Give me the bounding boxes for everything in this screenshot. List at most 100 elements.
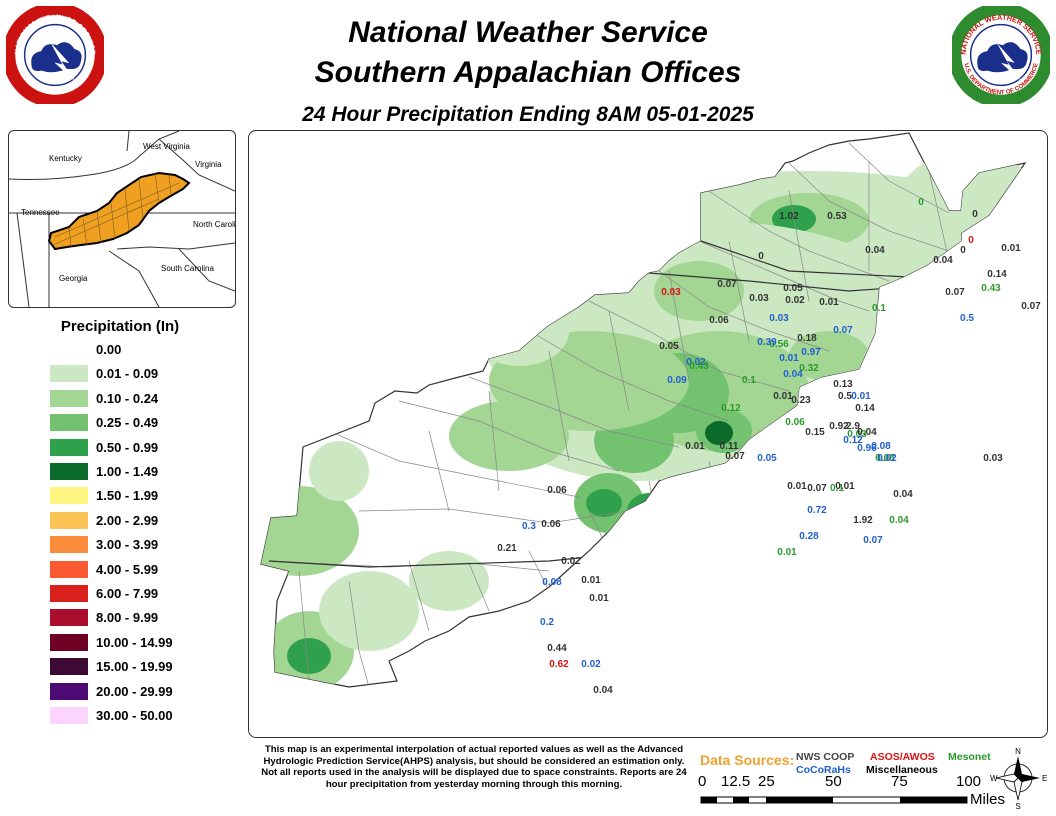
station-value: 0.05 — [783, 283, 803, 294]
map-period-title: 24 Hour Precipitation Ending 8AM 05-01-2… — [302, 103, 754, 126]
legend-label: 20.00 - 29.99 — [96, 683, 173, 699]
station-value: 0.08 — [875, 453, 895, 464]
station-value: 0.14 — [987, 269, 1007, 280]
station-value: 0.13 — [833, 379, 853, 390]
legend-swatch — [50, 438, 88, 456]
station-value: 0.01 — [819, 297, 839, 308]
station-value: 0.2 — [540, 617, 554, 628]
legend-title: Precipitation (In) — [60, 318, 180, 335]
legend-label: 0.10 - 0.24 — [96, 390, 159, 406]
station-value: 0.1 — [872, 303, 886, 314]
station-value: 0.01 — [581, 575, 601, 586]
station-value: 0.06 — [541, 519, 561, 530]
station-value: 0 — [758, 251, 764, 262]
station-value: 0.53 — [827, 211, 847, 222]
station-value: 0.97 — [801, 347, 821, 358]
legend-nws-coop: NWS COOP — [796, 751, 855, 763]
station-value: 0.56 — [769, 339, 789, 350]
data-sources-label: Data Sources: — [700, 752, 795, 768]
station-value: 0.02 — [561, 556, 581, 567]
legend-swatch — [50, 585, 88, 602]
legend-swatch — [50, 658, 88, 676]
station-value: 0.3 — [522, 521, 536, 532]
scale-tick-75: 75 — [891, 773, 908, 790]
scale-tick-12-5: 12.5 — [721, 773, 751, 790]
station-value: 0.01 — [851, 391, 871, 402]
nws-logo-left: NATIONAL WEATHER SERVICE U.S. DEPARTMENT… — [6, 6, 104, 104]
station-value: 0.01 — [779, 353, 799, 364]
station-value: 0 — [968, 235, 974, 246]
station-value: 0.92 — [829, 421, 849, 432]
station-value: 0.01 — [589, 593, 609, 604]
compass-w: W — [990, 774, 998, 783]
legend-swatch — [50, 414, 88, 432]
legend-label: 6.00 - 7.99 — [96, 586, 159, 601]
scale-bar — [700, 796, 968, 804]
station-value: 0.01 — [1001, 243, 1021, 254]
scale-tick-50: 50 — [825, 773, 842, 790]
compass-rose-icon: N S W E — [990, 747, 1047, 810]
cloud-icon — [977, 42, 1028, 73]
station-value: 0.23 — [791, 395, 811, 406]
station-value: 0.07 — [807, 483, 827, 494]
station-value: 0.03 — [847, 429, 867, 440]
legend-swatch — [50, 365, 88, 383]
station-value: 0.18 — [797, 333, 817, 344]
scale-tick-0: 0 — [698, 773, 707, 790]
station-value: 0.03 — [983, 453, 1003, 464]
station-value: 0.04 — [933, 255, 953, 266]
station-value: 0.06 — [547, 485, 567, 496]
inset-label-south-carolina: South Carolina — [161, 264, 214, 273]
legend-label: 15.00 - 19.99 — [96, 659, 173, 675]
scale-tick-100: 100 — [956, 773, 982, 790]
legend-swatch — [50, 389, 88, 407]
legend-label: 10.00 - 14.99 — [96, 634, 173, 650]
station-value: 0.03 — [661, 287, 681, 298]
inset-label-kentucky: Kentucky — [49, 154, 82, 163]
station-value: 0.12 — [843, 435, 863, 446]
station-value: 0.06 — [709, 315, 729, 326]
legend-label: 30.00 - 50.00 — [96, 708, 173, 723]
legend-label: 0.25 - 0.49 — [96, 415, 159, 431]
legend-label: 1.50 - 1.99 — [96, 488, 159, 504]
station-value: 0.07 — [945, 287, 965, 298]
legend-swatch — [50, 609, 88, 627]
station-value: 0.11 — [720, 441, 739, 452]
station-value: 0.02 — [877, 453, 897, 464]
legend-label: 4.00 - 5.99 — [96, 561, 159, 577]
legend-swatch — [50, 511, 88, 529]
station-value: 0.12 — [721, 403, 741, 414]
station-value: 0.01 — [773, 391, 793, 402]
legend-miscellaneous: Miscellaneous — [866, 764, 938, 776]
precipitation-map: 1.02 0.53 0 0 0 0.01 0.04 0 0.04 0 0.14 0.07 0.43 0.0… — [248, 130, 1048, 738]
station-value: 0.04 — [865, 245, 885, 256]
inset-label-virginia: Virginia — [195, 160, 222, 169]
station-value: 0.5 — [960, 313, 974, 324]
legend-swatch — [50, 463, 88, 480]
legend-cocorahs: CoCoRaHs — [796, 764, 851, 776]
station-value: 0.01 — [787, 481, 807, 492]
station-value: 0.03 — [769, 313, 789, 324]
station-value: 0.43 — [981, 283, 1001, 294]
inset-label-north-carolina: North Carolina — [193, 220, 235, 229]
station-value: 0.02 — [581, 659, 601, 670]
inset-locator-map: Kentucky West Virginia Virginia Tennesse… — [8, 130, 236, 308]
disclaimer-text: This map is an experimental interpolatio… — [261, 744, 687, 790]
scale-unit: Miles — [970, 791, 1006, 808]
station-value: 0.04 — [783, 369, 803, 380]
station-value: 0.06 — [785, 417, 805, 428]
station-value: 0.72 — [807, 505, 827, 516]
legend-swatch — [50, 707, 88, 724]
station-value: 1.02 — [779, 211, 799, 222]
station-value: 0 — [918, 197, 924, 208]
compass-n: N — [1015, 747, 1021, 756]
station-value: 0.5 — [838, 391, 852, 402]
legend-mesonet: Mesonet — [948, 751, 991, 763]
station-value: 0.32 — [799, 363, 819, 374]
legend-label: 1.00 - 1.49 — [96, 464, 159, 479]
page-title: National Weather Service — [348, 16, 708, 49]
station-value: 0.28 — [799, 531, 819, 542]
inset-label-tennessee: Tennessee — [21, 208, 60, 217]
station-value: 0.04 — [857, 427, 877, 438]
